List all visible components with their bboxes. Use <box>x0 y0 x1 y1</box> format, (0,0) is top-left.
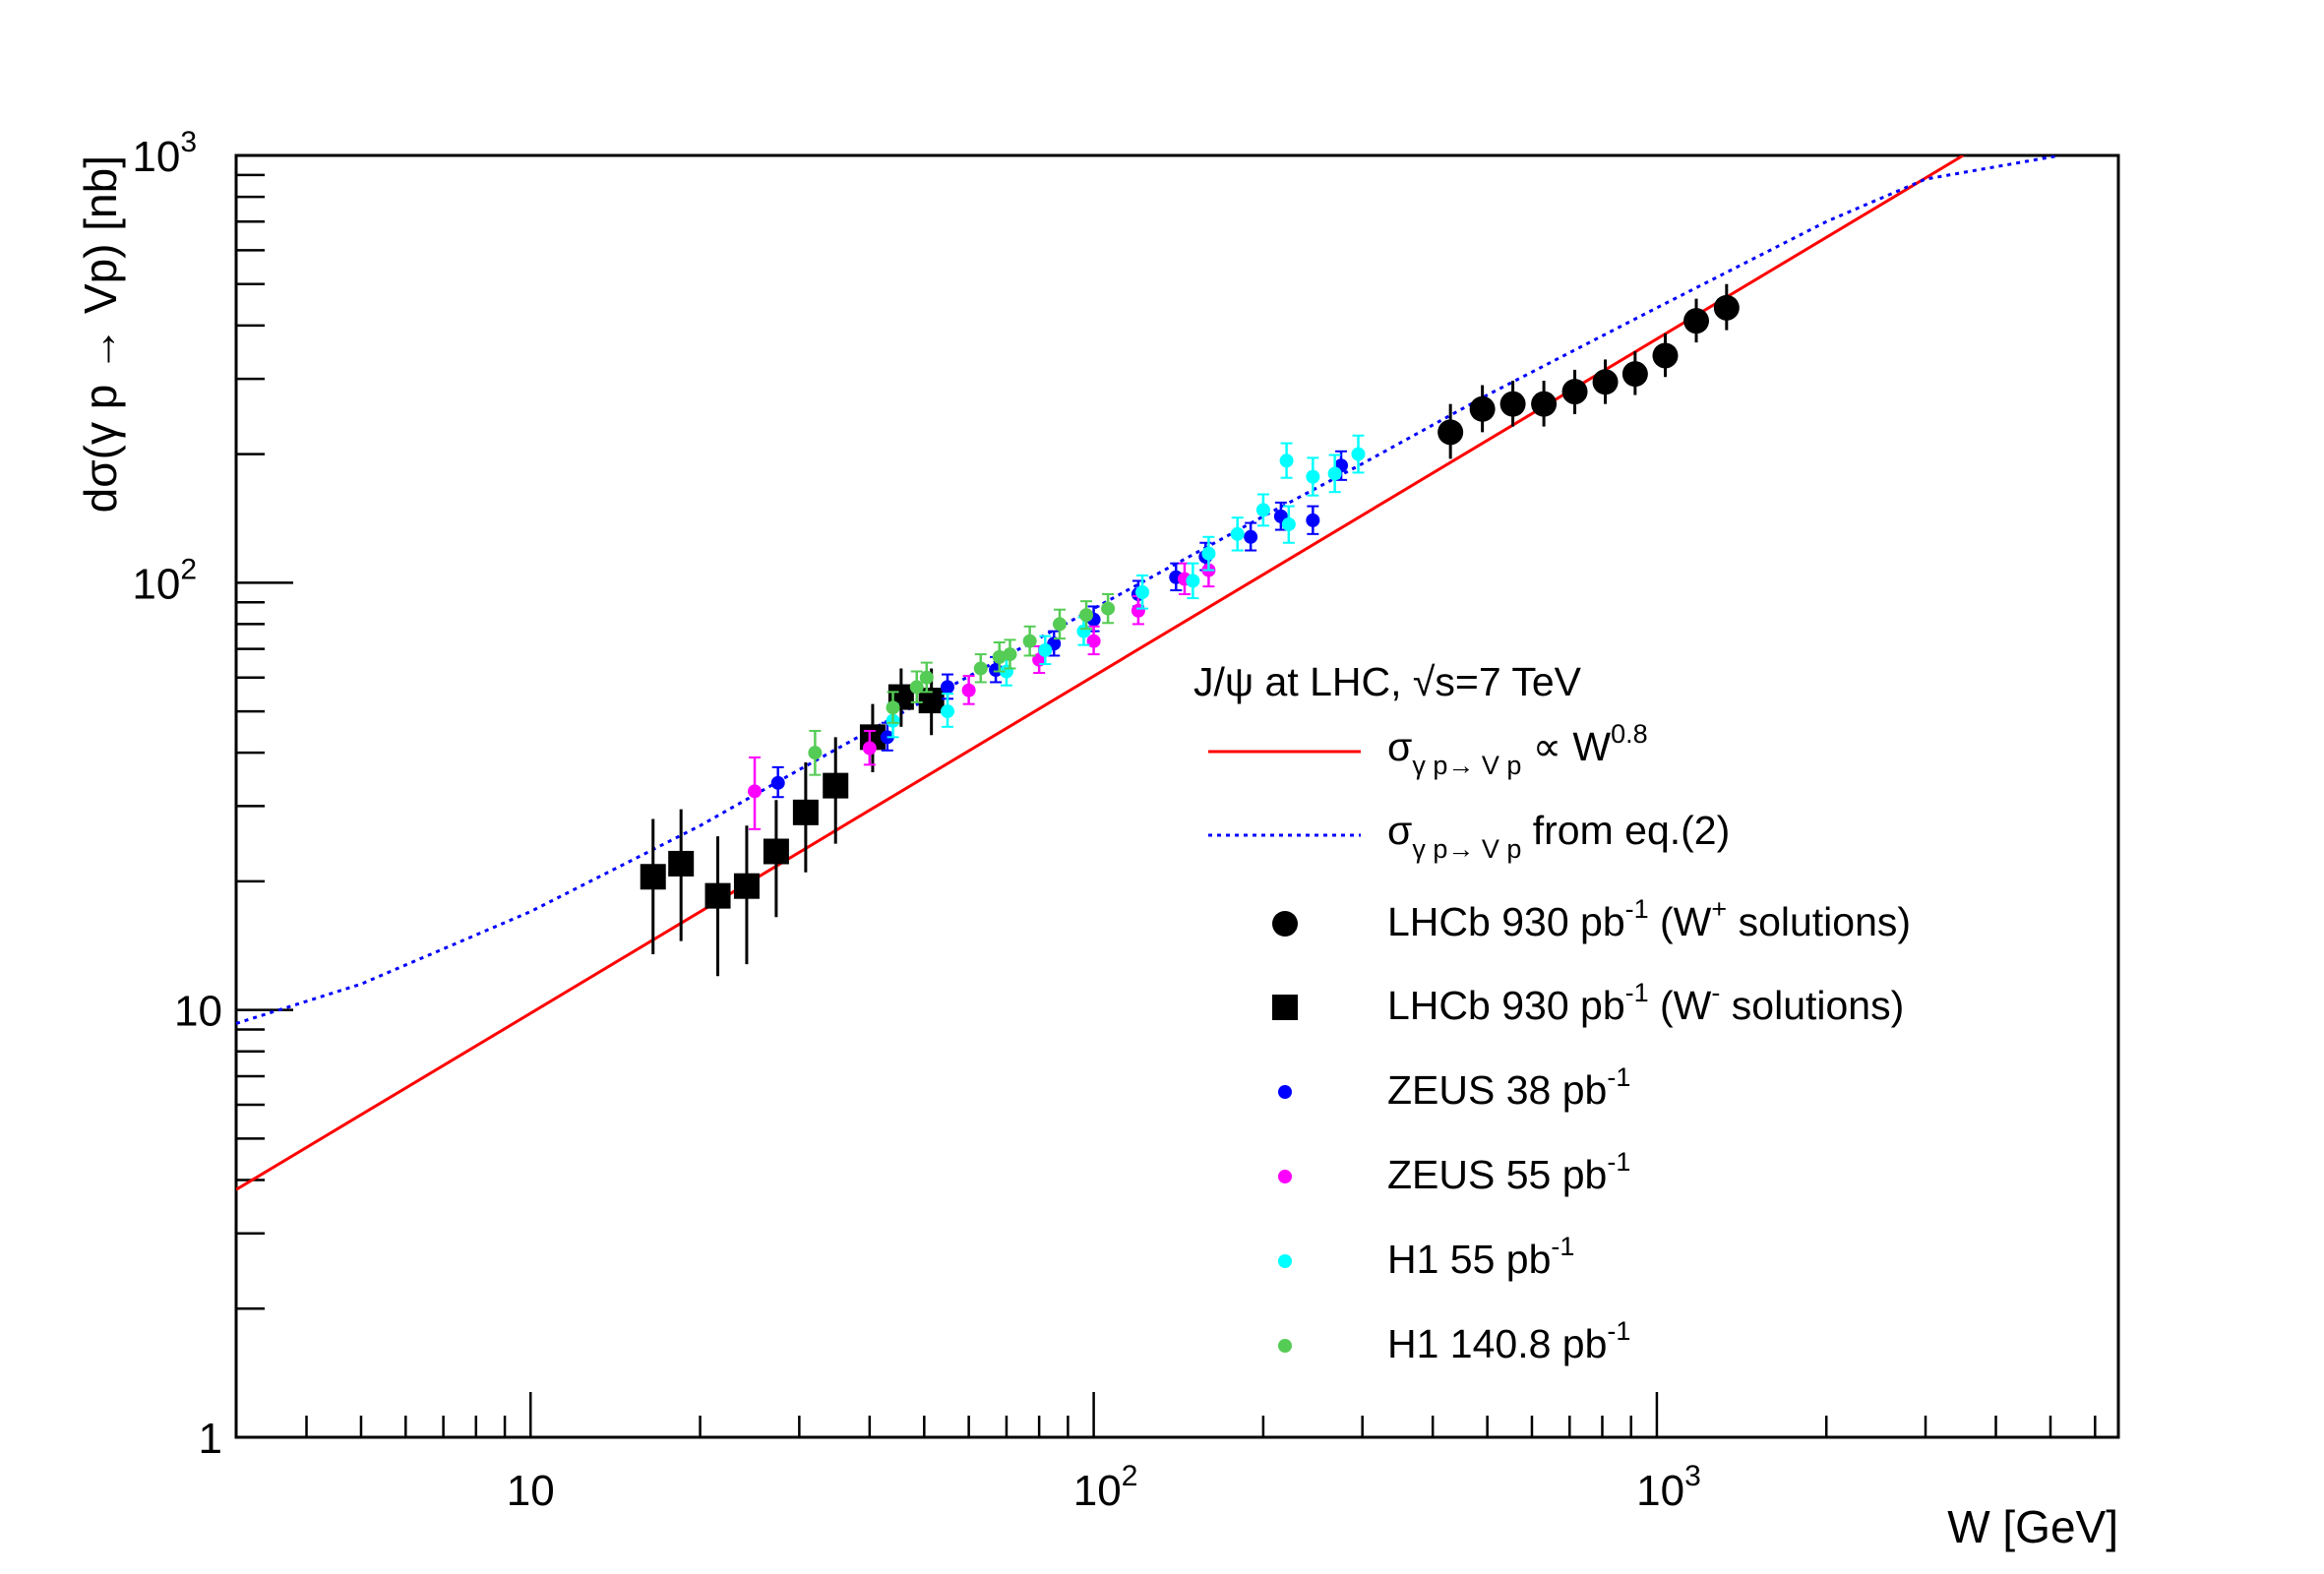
data-point <box>1531 391 1558 417</box>
data-point <box>1327 466 1342 481</box>
legend-marker-icon <box>1272 911 1298 937</box>
data-point <box>1621 361 1648 388</box>
model-curves <box>236 155 2060 1191</box>
data-point <box>1076 624 1091 638</box>
h1_55-series <box>886 434 1366 739</box>
data-point <box>1086 634 1101 648</box>
data-point <box>1135 585 1150 600</box>
data-point <box>1351 447 1366 461</box>
legend-label: H1 140.8 pb-1 <box>1387 1316 1630 1366</box>
data-point <box>792 799 819 825</box>
eq2-curve <box>236 155 2060 1025</box>
data-point <box>770 775 785 790</box>
data-point <box>1279 454 1294 468</box>
data-point <box>961 683 976 697</box>
data-point <box>1652 342 1679 369</box>
data-point <box>1101 601 1116 616</box>
tick-labels: 10 102 103 1 10 102 103 <box>132 126 1700 1515</box>
data-point <box>1683 308 1710 334</box>
data-point <box>1201 546 1216 561</box>
x-tick-label: 10 <box>507 1467 555 1515</box>
axis-ticks <box>234 153 2097 1439</box>
data-point <box>733 873 760 899</box>
data-point <box>704 882 731 909</box>
data-point <box>1469 395 1496 422</box>
legend-label: σγ p→ V p from eq.(2) <box>1387 808 1730 864</box>
legend-marker-icon <box>1278 1254 1292 1268</box>
legend-entry-eq2: σγ p→ V p from eq.(2) <box>1208 808 1730 864</box>
x-axis-title: W [GeV] <box>1947 1501 2118 1552</box>
legend-label: LHCb 930 pb-1 (W- solutions) <box>1387 978 1904 1028</box>
data-point <box>1437 419 1464 446</box>
data-point <box>919 670 934 685</box>
data-point <box>1038 642 1053 657</box>
y-tick-label: 103 <box>132 126 197 181</box>
y-tick-label: 10 <box>174 988 222 1036</box>
data-point <box>1592 369 1619 395</box>
fit-curve <box>236 155 1965 1191</box>
legend-entry-lhcb_wp: LHCb 930 pb-1 (W+ solutions) <box>1272 894 1911 944</box>
data-points <box>640 283 1740 977</box>
legend-entry-h1_55: H1 55 pb-1 <box>1278 1232 1574 1282</box>
legend-marker-icon <box>1272 995 1298 1020</box>
data-point <box>640 864 666 890</box>
data-point <box>1306 513 1320 527</box>
y-axis-title: dσ(γ p → Vp) [nb] <box>75 155 126 513</box>
data-point <box>1561 379 1588 405</box>
data-point <box>1003 647 1017 662</box>
data-point <box>1022 634 1037 648</box>
data-point <box>1255 503 1270 517</box>
data-point <box>668 850 695 877</box>
legend-marker-icon <box>1278 1170 1292 1183</box>
data-point <box>1079 608 1094 623</box>
legend-label: H1 55 pb-1 <box>1387 1232 1574 1282</box>
data-point <box>748 784 763 799</box>
lhcb_wm-series <box>640 668 945 977</box>
data-point <box>973 661 988 676</box>
legend-marker-icon <box>1278 1085 1292 1099</box>
data-point <box>941 704 955 719</box>
data-point <box>1244 529 1258 544</box>
legend-label: ZEUS 38 pb-1 <box>1387 1062 1630 1113</box>
data-point <box>823 772 849 799</box>
data-point <box>1499 391 1526 417</box>
legend-label: ZEUS 55 pb-1 <box>1387 1147 1630 1197</box>
y-tick-label: 1 <box>199 1415 222 1463</box>
data-point <box>941 680 955 695</box>
legend-entry-h1_140: H1 140.8 pb-1 <box>1278 1316 1630 1366</box>
legend-entry-zeus38: ZEUS 38 pb-1 <box>1278 1062 1630 1113</box>
legend: J/ψ at LHC, √s=7 TeV σγ p→ V p ∝ W0.8 σγ p… <box>1193 659 1911 1366</box>
legend-entry-fit: σγ p→ V p ∝ W0.8 <box>1208 719 1648 780</box>
data-point <box>886 700 900 715</box>
data-point <box>992 649 1007 664</box>
legend-marker-icon <box>1278 1339 1292 1353</box>
data-point <box>808 746 823 760</box>
data-point <box>1281 516 1296 531</box>
legend-entry-zeus55: ZEUS 55 pb-1 <box>1278 1147 1630 1197</box>
data-point <box>763 838 789 865</box>
data-point <box>1052 617 1067 632</box>
lhcb_wp-series <box>1437 283 1740 459</box>
data-point <box>909 680 924 695</box>
y-tick-label: 102 <box>132 553 197 608</box>
data-point <box>1230 526 1245 541</box>
data-point <box>862 741 877 756</box>
plot-frame <box>234 153 2120 1439</box>
h1_140-series <box>808 593 1116 776</box>
legend-header: J/ψ at LHC, √s=7 TeV <box>1193 659 1582 704</box>
legend-label: LHCb 930 pb-1 (W+ solutions) <box>1387 894 1911 944</box>
x-tick-label: 102 <box>1073 1460 1138 1515</box>
data-point <box>1713 294 1740 321</box>
data-point <box>1186 574 1200 588</box>
legend-label: σγ p→ V p ∝ W0.8 <box>1387 719 1648 780</box>
data-point <box>1306 469 1320 484</box>
legend-entry-lhcb_wm: LHCb 930 pb-1 (W- solutions) <box>1272 978 1904 1028</box>
x-tick-label: 103 <box>1636 1460 1701 1515</box>
